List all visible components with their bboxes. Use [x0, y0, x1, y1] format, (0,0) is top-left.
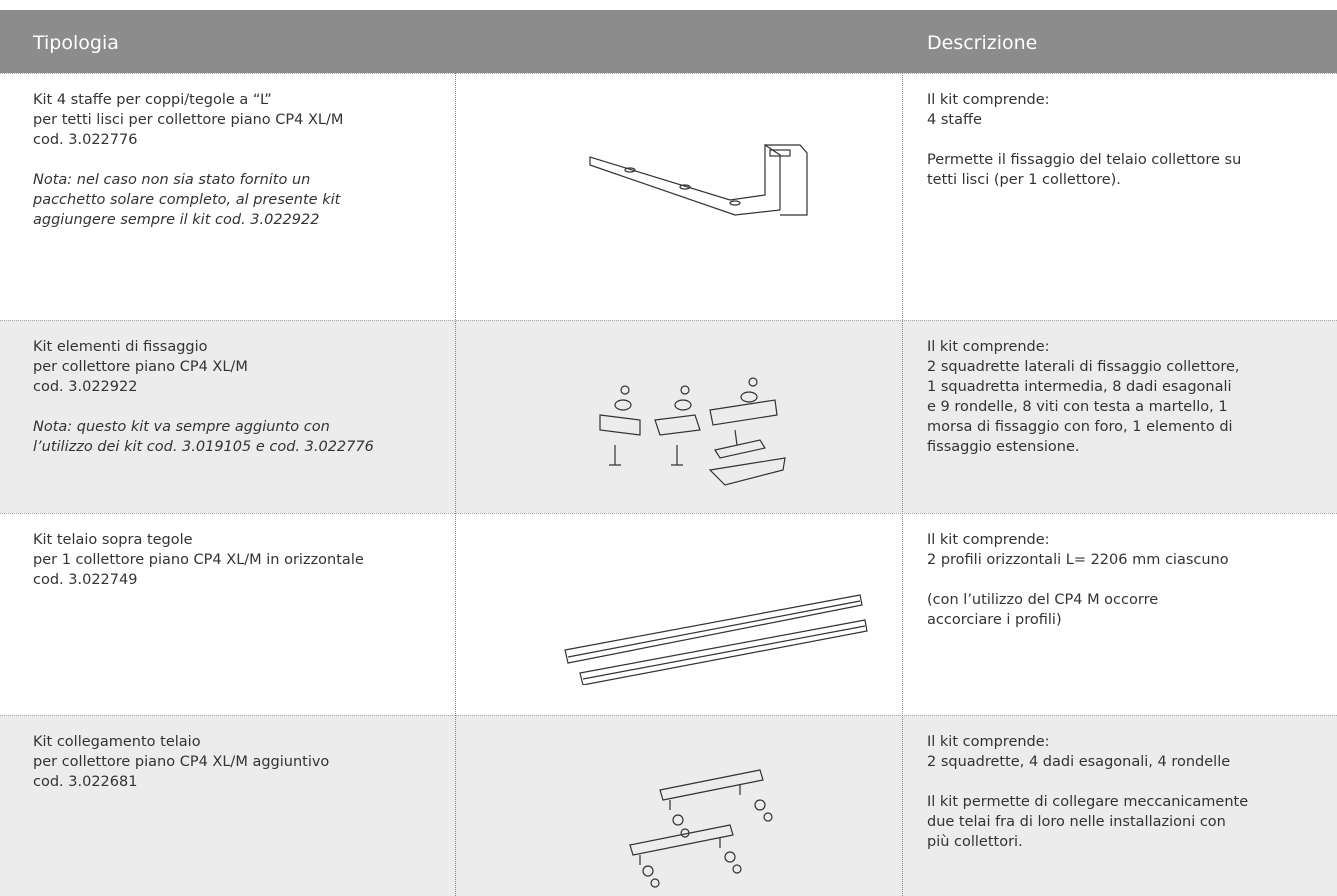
- profiles-illustration: [564, 594, 868, 685]
- text-line: Kit 4 staffe per coppi/tegole a “L”: [33, 92, 272, 108]
- description-cell: Il kit comprende: 2 squadrette laterali d…: [927, 337, 1240, 457]
- description-cell: Il kit comprende: 4 staffe Permette il fis…: [927, 90, 1241, 190]
- table-header: Tipologia Descrizione: [0, 10, 1337, 73]
- text-line: 2 squadrette laterali di fissaggio colle…: [927, 359, 1240, 375]
- text-line: 2 profili orizzontali L= 2206 mm ciascun…: [927, 552, 1229, 568]
- text-line: Nota: questo kit va sempre aggiunto con: [33, 419, 330, 435]
- text-line: Permette il fissaggio del telaio collett…: [927, 152, 1242, 168]
- text-line: pacchetto solare completo, al presente k…: [33, 192, 341, 208]
- text-line: Il kit comprende:: [927, 532, 1050, 548]
- connection-illustration: [629, 769, 773, 888]
- text-line: Il kit comprende:: [927, 339, 1050, 355]
- type-cell: Kit collegamento telaio per collettore pi…: [33, 732, 329, 792]
- text-line: per collettore piano CP4 XL/M aggiuntivo: [33, 754, 330, 770]
- table-row: Kit 4 staffe per coppi/tegole a “L” per t…: [0, 73, 1337, 320]
- text-line: accorciare i profili): [927, 612, 1062, 628]
- text-line: 1 squadretta intermedia, 8 dadi esagonal…: [927, 379, 1232, 395]
- type-cell: Kit elementi di fissaggio per collettore …: [33, 337, 374, 457]
- fixing-elements-illustration: [599, 377, 786, 486]
- text-line: cod. 3.022681: [33, 774, 138, 790]
- bracket-illustration: [589, 143, 808, 216]
- description-paragraph: Il kit permette di collegare meccanicame…: [927, 792, 1248, 852]
- table-row: Kit telaio sopra tegole per 1 collettore …: [0, 513, 1337, 715]
- description-paragraph: (con l’utilizzo del CP4 M occorre accorci…: [927, 590, 1229, 630]
- kit-note: Nota: nel caso non sia stato fornito un p…: [33, 170, 343, 230]
- text-line: più collettori.: [927, 834, 1023, 850]
- text-line: Nota: nel caso non sia stato fornito un: [33, 172, 311, 188]
- table-row: Kit elementi di fissaggio per collettore …: [0, 320, 1337, 513]
- text-line: l’utilizzo dei kit cod. 3.019105 e cod. …: [33, 439, 374, 455]
- description-paragraph: Il kit comprende: 2 squadrette laterali d…: [927, 337, 1240, 457]
- kit-name: Kit telaio sopra tegole per 1 collettore …: [33, 530, 364, 590]
- column-divider: [455, 10, 456, 896]
- text-line: 2 squadrette, 4 dadi esagonali, 4 rondel…: [927, 754, 1231, 770]
- text-line: Kit telaio sopra tegole: [33, 532, 193, 548]
- text-line: cod. 3.022922: [33, 379, 138, 395]
- text-line: Il kit comprende:: [927, 92, 1050, 108]
- text-line: aggiungere sempre il kit cod. 3.022922: [33, 212, 320, 228]
- kit-name: Kit collegamento telaio per collettore pi…: [33, 732, 329, 792]
- text-line: Kit elementi di fissaggio: [33, 339, 208, 355]
- kit-name: Kit elementi di fissaggio per collettore …: [33, 337, 374, 397]
- text-line: cod. 3.022749: [33, 572, 138, 588]
- text-line: morsa di fissaggio con foro, 1 elemento …: [927, 419, 1233, 435]
- text-line: fissaggio estensione.: [927, 439, 1080, 455]
- description-paragraph: Il kit comprende: 2 profili orizzontali L…: [927, 530, 1229, 570]
- text-line: per collettore piano CP4 XL/M: [33, 359, 248, 375]
- table-row: Kit collegamento telaio per collettore pi…: [0, 715, 1337, 896]
- text-line: (con l’utilizzo del CP4 M occorre: [927, 592, 1159, 608]
- text-line: Kit collegamento telaio: [33, 734, 201, 750]
- type-cell: Kit telaio sopra tegole per 1 collettore …: [33, 530, 364, 590]
- text-line: due telai fra di loro nelle installazion…: [927, 814, 1226, 830]
- header-label: Tipologia: [33, 32, 119, 54]
- text-line: Il kit comprende:: [927, 734, 1050, 750]
- description-cell: Il kit comprende: 2 profili orizzontali L…: [927, 530, 1229, 630]
- column-divider: [902, 10, 903, 896]
- description-cell: Il kit comprende: 2 squadrette, 4 dadi es…: [927, 732, 1248, 852]
- type-cell: Kit 4 staffe per coppi/tegole a “L” per t…: [33, 90, 343, 230]
- text-line: e 9 rondelle, 8 viti con testa a martell…: [927, 399, 1228, 415]
- text-line: cod. 3.022776: [33, 132, 138, 148]
- text-line: tetti lisci (per 1 collettore).: [927, 172, 1121, 188]
- kit-name: Kit 4 staffe per coppi/tegole a “L” per t…: [33, 90, 343, 150]
- description-paragraph: Il kit comprende: 4 staffe: [927, 90, 1241, 130]
- description-paragraph: Permette il fissaggio del telaio collett…: [927, 150, 1241, 190]
- header-label: Descrizione: [927, 32, 1038, 54]
- text-line: per 1 collettore piano CP4 XL/M in orizz…: [33, 552, 364, 568]
- kit-note: Nota: questo kit va sempre aggiunto con l…: [33, 417, 374, 457]
- text-line: per tetti lisci per collettore piano CP4…: [33, 112, 344, 128]
- text-line: 4 staffe: [927, 112, 982, 128]
- text-line: Il kit permette di collegare meccanicame…: [927, 794, 1249, 810]
- description-paragraph: Il kit comprende: 2 squadrette, 4 dadi es…: [927, 732, 1248, 772]
